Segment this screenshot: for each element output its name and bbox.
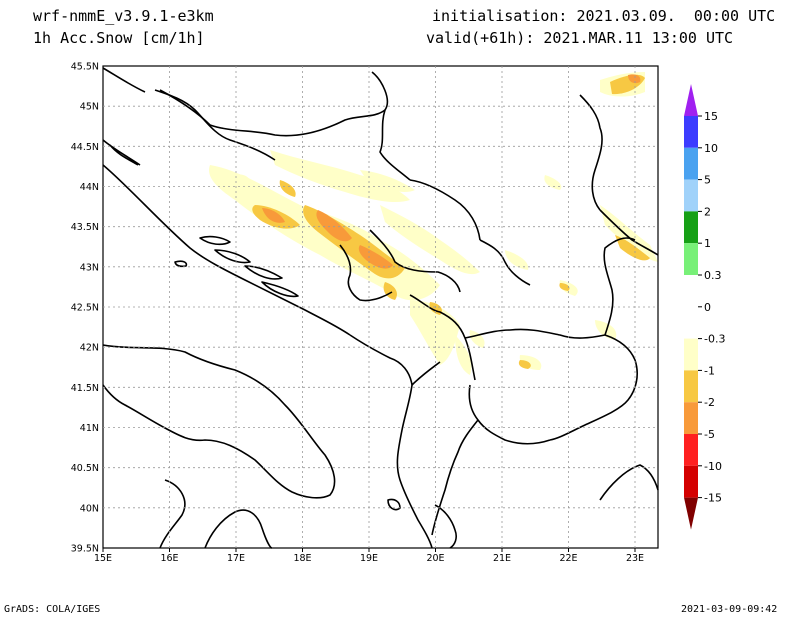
lon-tick-label: 17E — [227, 553, 245, 564]
lat-tick-labels: 45.5N 45N 44.5N 44N 43.5N 43N 42.5N 42N 41.5N 41N… — [71, 62, 99, 555]
lat-tick-label: 41.5N — [71, 383, 99, 394]
lon-tick-label: 20E — [426, 553, 444, 564]
model-title: wrf-nmmE_v3.9.1-e3km — [33, 7, 214, 25]
colorbar-box — [684, 306, 698, 339]
colorbar-box — [684, 211, 698, 244]
colorbar-box — [684, 465, 698, 498]
colorbar-label: 0.3 — [704, 269, 722, 282]
snow-shading-heavy — [262, 74, 641, 269]
colorbar-box — [684, 243, 698, 275]
colorbar — [684, 84, 698, 530]
init-time: initialisation: 2021.03.09. 00:00 UTC — [432, 7, 776, 25]
colorbar-label: -10 — [704, 460, 722, 473]
lat-tick-label: 42.5N — [71, 303, 99, 314]
lon-tick-label: 18E — [293, 553, 311, 564]
colorbar-label: 10 — [704, 142, 718, 155]
lat-tick-label: 42N — [80, 343, 99, 354]
lat-tick-label: 44N — [80, 182, 99, 193]
colorbar-labels: 15 10 5 2 1 0.3 0 -0.3 -1 -2 -5 -10 -15 — [698, 110, 725, 505]
colorbar-label: 2 — [704, 205, 711, 218]
lat-tick-label: 44.5N — [71, 142, 99, 153]
coastlines-borders — [102, 67, 659, 549]
lat-tick-label: 45N — [80, 102, 99, 113]
render-timestamp: 2021-03-09-09:42 — [681, 604, 778, 615]
colorbar-label: 5 — [704, 174, 711, 187]
lat-tick-label: 39.5N — [71, 544, 99, 555]
lat-tick-label: 43N — [80, 262, 99, 273]
colorbar-box — [684, 275, 698, 307]
valid-time: valid(+61h): 2021.MAR.11 13:00 UTC — [426, 29, 734, 47]
lat-tick-label: 40.5N — [71, 463, 99, 474]
colorbar-box — [684, 434, 698, 466]
lon-tick-label: 16E — [160, 553, 178, 564]
colorbar-label: 1 — [704, 237, 711, 250]
field-title: 1h Acc.Snow [cm/1h] — [33, 29, 205, 47]
lon-tick-labels: 15E 16E 17E 18E 19E 20E 21E 22E 23E — [94, 548, 644, 564]
colorbar-label: -1 — [704, 364, 715, 377]
colorbar-box — [684, 179, 698, 212]
lat-tick-label: 43.5N — [71, 222, 99, 233]
colorbar-box — [684, 370, 698, 403]
colorbar-label: -15 — [704, 492, 722, 505]
colorbar-bottom-arrow — [684, 497, 698, 530]
grads-credit: GrADS: COLA/IGES — [4, 604, 101, 615]
colorbar-box — [684, 147, 698, 180]
colorbar-label: -2 — [704, 396, 715, 409]
colorbar-label: -5 — [704, 428, 715, 441]
lon-tick-label: 22E — [559, 553, 577, 564]
lat-tick-label: 40N — [80, 503, 99, 514]
colorbar-top-arrow — [684, 84, 698, 116]
colorbar-box — [684, 402, 698, 434]
graticule — [103, 66, 658, 548]
lon-tick-label: 19E — [360, 553, 378, 564]
lat-tick-label: 41N — [80, 423, 99, 434]
lat-tick-label: 45.5N — [71, 62, 99, 73]
colorbar-label: 15 — [704, 110, 718, 123]
colorbar-label: -0.3 — [704, 333, 725, 346]
colorbar-label: 0 — [704, 301, 711, 314]
colorbar-box — [684, 116, 698, 148]
lon-tick-label: 23E — [626, 553, 644, 564]
lon-tick-label: 15E — [94, 553, 112, 564]
colorbar-box — [684, 338, 698, 371]
lon-tick-label: 21E — [493, 553, 511, 564]
